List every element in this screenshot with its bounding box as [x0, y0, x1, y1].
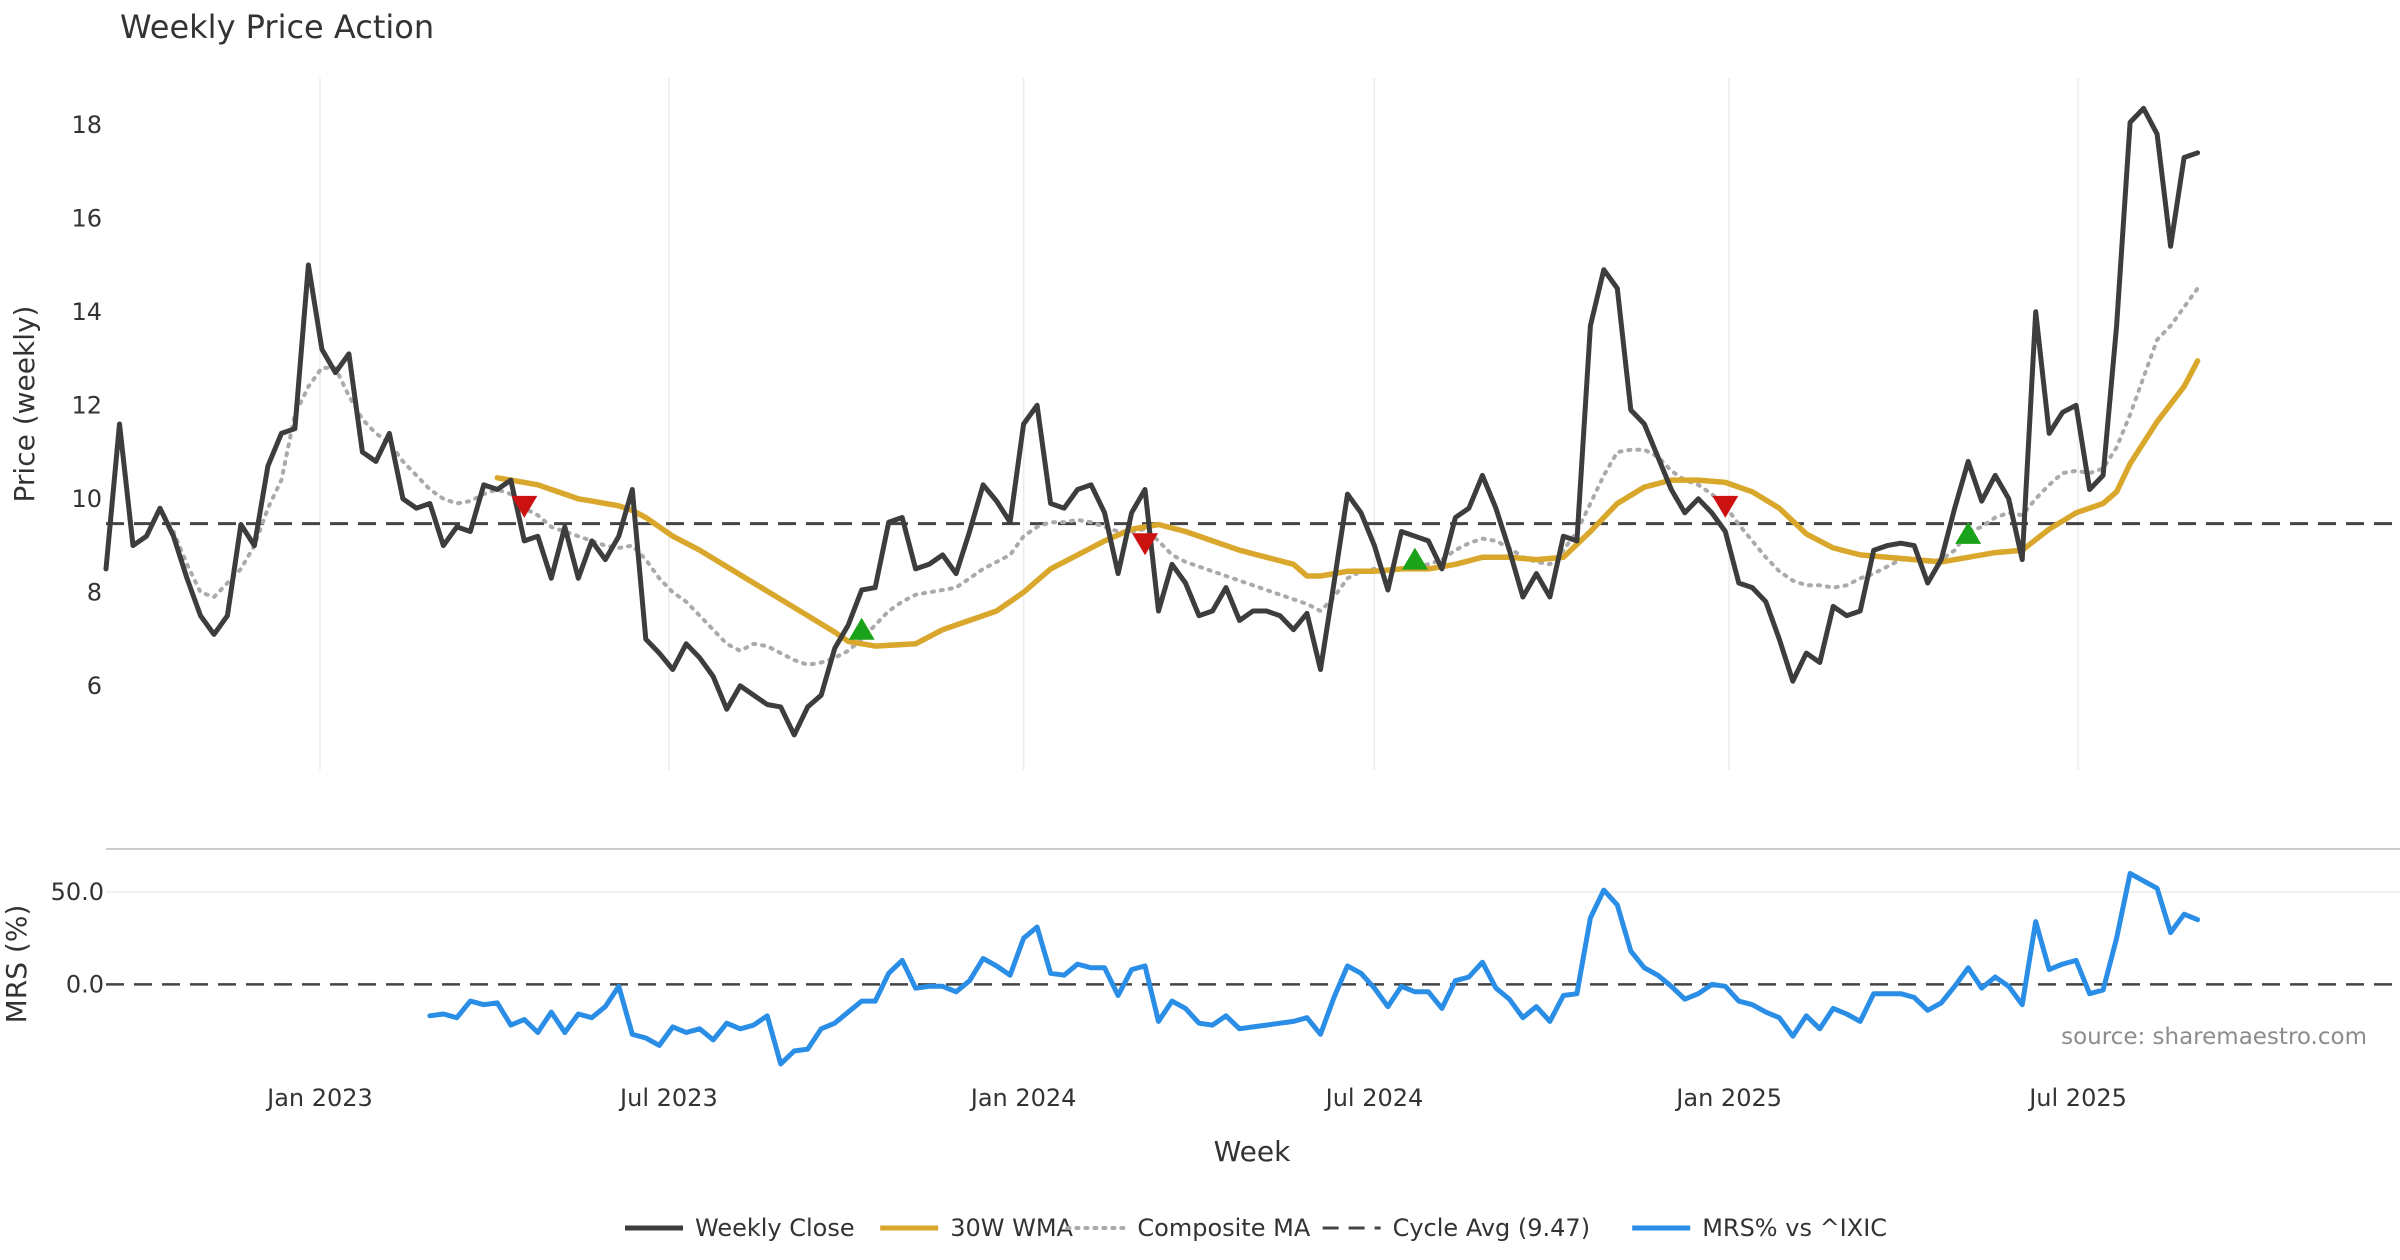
x-tick-label: Jan 2023: [265, 1084, 373, 1112]
x-tick-label: Jan 2024: [969, 1084, 1077, 1112]
x-tick-label: Jul 2024: [1324, 1084, 1424, 1112]
x-ticks: Jan 2023 Jul 2023 Jan 2024 Jul 2024 Jan 2025…: [265, 1084, 2127, 1112]
mrs-y-tick-label: 0.0: [66, 970, 104, 998]
signal-down-marker: [511, 495, 538, 518]
legend-label-mrs-vs-ixic: MRS% vs ^IXIC: [1702, 1214, 1887, 1242]
price-y-tick-label: 16: [71, 204, 102, 232]
price-y-tick-label: 12: [71, 391, 102, 419]
signal-down-marker: [1132, 533, 1159, 556]
legend-label-30w-wma: 30W WMA: [950, 1214, 1073, 1242]
price-grid: [319, 78, 2079, 770]
chart-title: Weekly Price Action: [120, 8, 434, 46]
mrs-y-tick-label: 50.0: [51, 878, 104, 906]
price-y-tick-label: 14: [71, 298, 102, 326]
price-y-tick-label: 6: [87, 672, 102, 700]
mrs-y-axis-label: MRS (%): [0, 905, 33, 1024]
legend-label-weekly-close: Weekly Close: [695, 1214, 855, 1242]
signal-markers: [511, 495, 1982, 640]
signal-up-marker: [1955, 521, 1982, 544]
series-line-composite-ma: [158, 286, 2200, 667]
x-tick-label: Jan 2025: [1674, 1084, 1782, 1112]
price-y-tick-label: 18: [71, 111, 102, 139]
price-y-tick-label: 8: [87, 578, 102, 606]
signal-up-marker: [1401, 547, 1428, 570]
price-y-tick-label: 10: [71, 485, 102, 513]
signal-up-marker: [848, 617, 875, 640]
price-y-axis-label: Price (weekly): [8, 306, 41, 503]
source-note: source: sharemaestro.com: [2061, 1024, 2367, 1050]
x-tick-label: Jul 2023: [618, 1084, 718, 1112]
reference-lines: [106, 522, 2400, 986]
series-line-mrs-vs-ixic: [427, 871, 2201, 1067]
x-axis-label: Week: [1214, 1135, 1291, 1168]
legend: Weekly Close 30W WMA Composite MA Cycle Avg…: [625, 1214, 1887, 1242]
series-line-weekly-close: [103, 105, 2201, 738]
signal-down-marker: [1712, 495, 1739, 518]
series-layer: [103, 105, 2201, 1067]
legend-label-cycle-avg-9-47: Cycle Avg (9.47): [1393, 1214, 1590, 1242]
mrs-y-ticks: 0.0 50.0: [51, 878, 104, 998]
legend-label-composite-ma: Composite MA: [1137, 1214, 1310, 1242]
x-tick-label: Jul 2025: [2027, 1084, 2127, 1112]
price-y-ticks: 6 8 10 12 14 16 18: [71, 111, 102, 700]
